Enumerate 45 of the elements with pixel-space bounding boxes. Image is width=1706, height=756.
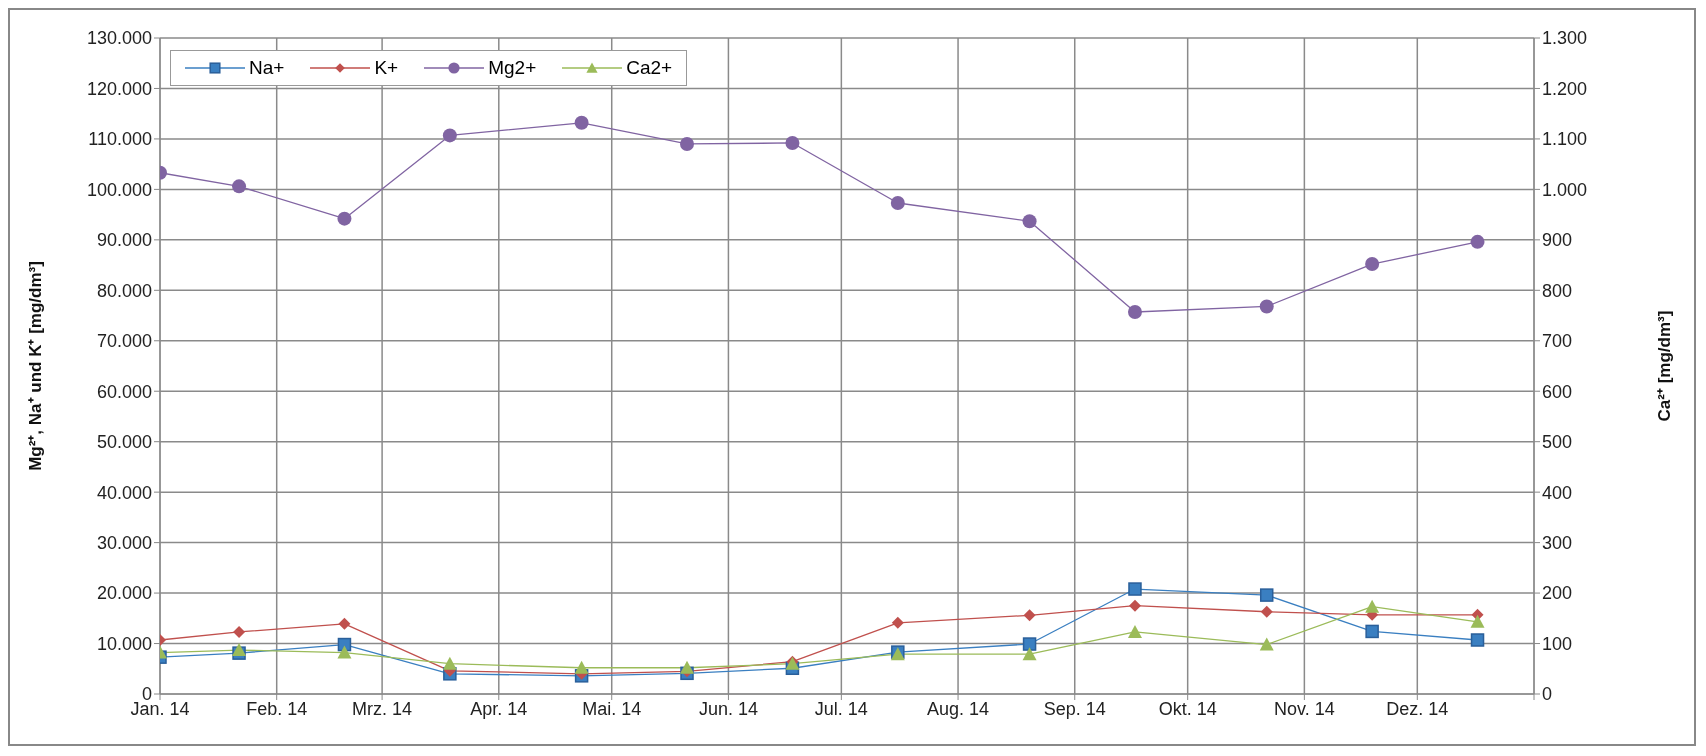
x-tick-label: Sep. 14: [1043, 698, 1106, 719]
y2-tick-label: 700: [1542, 331, 1573, 352]
y2-tick-label: 300: [1542, 533, 1573, 554]
y-tick-label: 10.000: [96, 633, 152, 654]
y-tick-label: 80.000: [96, 280, 152, 301]
y2-tick-label: 400: [1542, 482, 1573, 503]
legend-label: K+: [374, 57, 399, 79]
y-tick-label: 50.000: [96, 432, 152, 453]
y-tick-label: 90.000: [96, 230, 152, 251]
x-tick-label: Feb. 14: [246, 698, 308, 719]
y-tick-label: 70.000: [96, 331, 152, 352]
legend-label: Ca2+: [626, 57, 673, 79]
y-tick-label: 100.000: [86, 179, 152, 200]
x-tick-label: Jul. 14: [814, 698, 868, 719]
y2-tick-label: 1.000: [1542, 179, 1588, 200]
y2-tick-label: 1.200: [1542, 78, 1588, 99]
x-tick-label: Dez. 14: [1386, 698, 1449, 719]
y-axis-title: Mg²⁺, Na⁺ und K⁺ [mg/dm³]: [26, 261, 46, 471]
y-tick-label: 110.000: [88, 129, 152, 150]
y2-axis-title: Ca²⁺ [mg/dm³]: [1655, 310, 1675, 422]
y2-tick-label: 200: [1542, 583, 1573, 604]
y2-tick-label: 900: [1542, 230, 1573, 251]
y2-tick-label: 500: [1542, 432, 1573, 453]
y2-tick-label: 800: [1542, 280, 1573, 301]
y-tick-label: 60.000: [96, 381, 152, 402]
y-tick-label: 30.000: [96, 533, 152, 554]
x-tick-label: Okt. 14: [1158, 698, 1217, 719]
y2-tick-label: 600: [1542, 381, 1573, 402]
y-tick-label: 130.000: [86, 28, 152, 49]
y-tick-label: 20.000: [96, 583, 152, 604]
y-tick-label: 40.000: [96, 482, 152, 503]
x-tick-label: Apr. 14: [470, 698, 528, 719]
x-tick-label: Nov. 14: [1274, 698, 1335, 719]
x-tick-label: Mai. 14: [582, 698, 642, 719]
legend-label: Mg2+: [488, 57, 537, 79]
x-tick-label: Aug. 14: [927, 698, 990, 719]
y2-tick-label: 100: [1542, 633, 1573, 654]
x-tick-label: Mrz. 14: [352, 698, 413, 719]
legend-label: Na+: [249, 57, 285, 79]
y2-tick-label: 1.300: [1542, 28, 1588, 49]
x-tick-label: Jun. 14: [698, 698, 758, 719]
y-tick-label: 0: [141, 684, 152, 705]
y-tick-label: 120.000: [86, 78, 152, 99]
y2-tick-label: 0: [1542, 684, 1553, 705]
y2-tick-label: 1.100: [1542, 129, 1588, 150]
